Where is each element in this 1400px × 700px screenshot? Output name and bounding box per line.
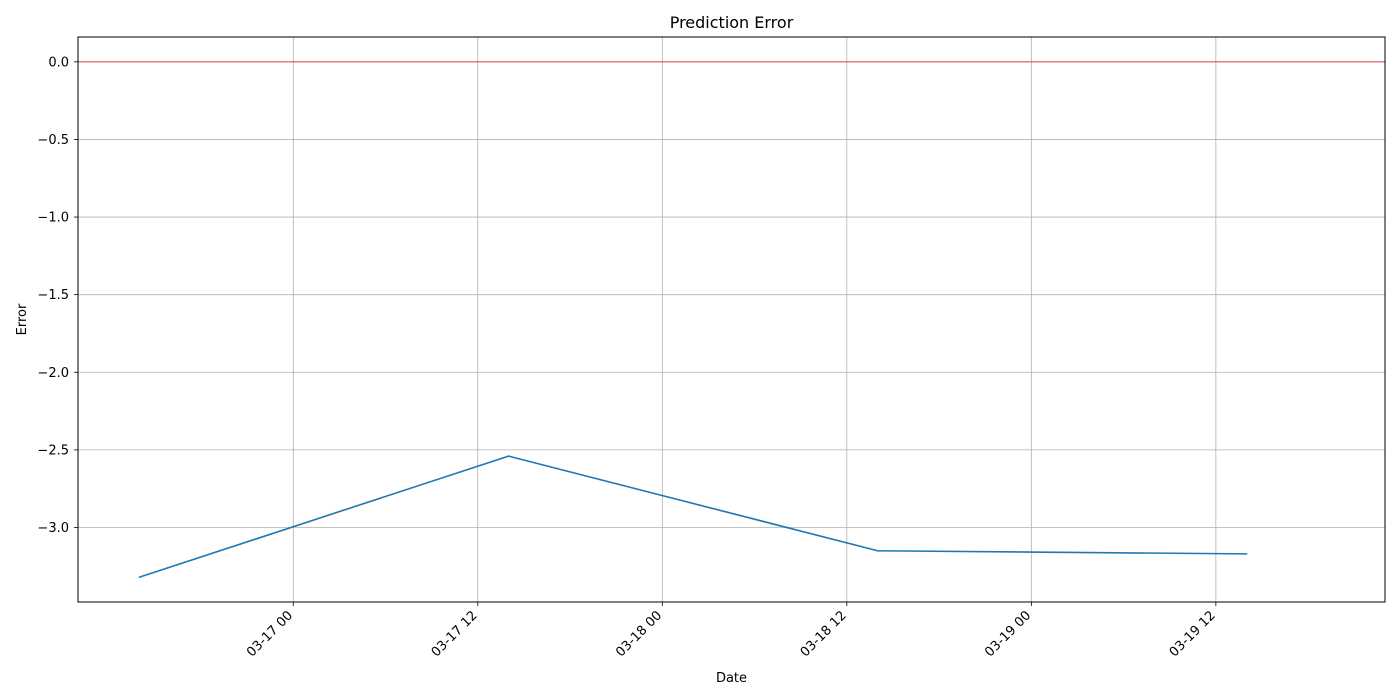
- y-tick-label: 0.0: [48, 55, 69, 70]
- series-group: [138, 455, 1248, 578]
- error-series-line: [139, 455, 1247, 578]
- data-point: [507, 455, 510, 457]
- x-axis-label: Date: [716, 671, 747, 686]
- y-tick-label: −1.5: [37, 288, 69, 303]
- data-point: [1245, 553, 1248, 555]
- plot-frame: [77, 36, 1386, 603]
- y-tick-label: −0.5: [37, 133, 69, 148]
- y-axis-label: Error: [15, 303, 30, 335]
- y-tick-label: −2.0: [37, 366, 69, 381]
- y-tick-label: −3.0: [37, 521, 69, 536]
- y-tick-label: −2.5: [37, 443, 69, 458]
- y-tick-label: −1.0: [37, 211, 69, 226]
- chart-title: Prediction Error: [670, 13, 794, 32]
- data-point: [876, 549, 879, 552]
- data-point: [138, 576, 141, 578]
- y-axis-ticks: 0.0 −0.5 −1.0 −1.5 −2.0 −2.5 −3.0: [37, 55, 78, 536]
